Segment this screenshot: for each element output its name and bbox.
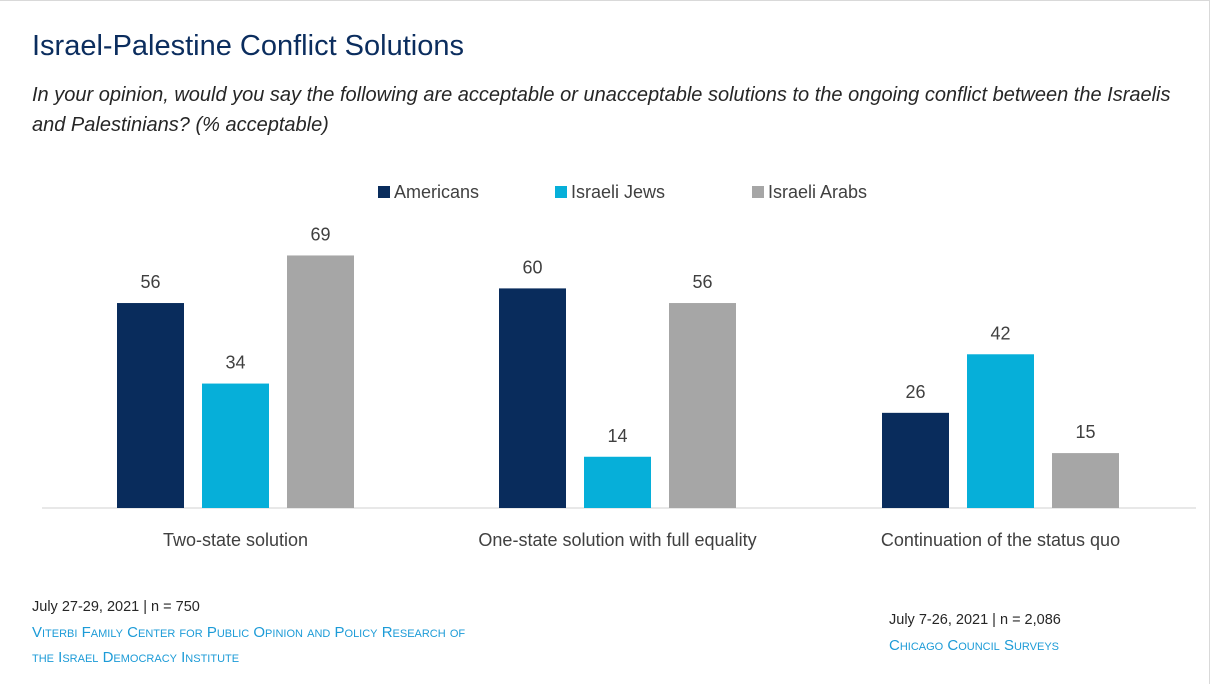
legend-label-israeli-jews: Israeli Jews — [571, 182, 665, 202]
source-left-date: July 27-29, 2021 | n = 750 — [32, 599, 200, 615]
category-label-one-state-solution-with-full-equality: One-state solution with full equality — [478, 530, 756, 550]
value-label-israeli-jews-continuation-of-the-status-quo: 42 — [990, 323, 1010, 343]
value-label-israeli-jews-one-state-solution-with-full-equality: 14 — [607, 426, 627, 446]
source-right-org: Chicago Council Surveys — [889, 637, 1059, 654]
value-label-israeli-jews-two-state-solution: 34 — [225, 353, 245, 373]
bar-israeli-jews-two-state-solution — [202, 383, 269, 508]
value-label-israeli-arabs-one-state-solution-with-full-equality: 56 — [692, 272, 712, 292]
source-left: July 27-29, 2021 | n = 750 Viterbi Famil… — [32, 595, 465, 670]
bar-israeli-arabs-continuation-of-the-status-quo — [1052, 453, 1119, 508]
category-label-two-state-solution: Two-state solution — [163, 530, 308, 550]
value-label-israeli-arabs-continuation-of-the-status-quo: 15 — [1075, 422, 1095, 442]
source-right: July 7-26, 2021 | n = 2,086 Chicago Coun… — [889, 608, 1061, 658]
source-left-org-line1: Viterbi Family Center for Public Opinion… — [32, 624, 466, 641]
legend-swatch-israeli-jews — [555, 186, 567, 198]
source-left-org-line2: the Israel Democracy Institute — [32, 649, 240, 666]
bar-israeli-jews-one-state-solution-with-full-equality — [584, 456, 651, 508]
bar-israeli-jews-continuation-of-the-status-quo — [967, 354, 1034, 508]
source-right-date: July 7-26, 2021 | n = 2,086 — [889, 612, 1061, 628]
bar-americans-two-state-solution — [117, 303, 184, 508]
value-label-americans-continuation-of-the-status-quo: 26 — [905, 382, 925, 402]
bar-americans-one-state-solution-with-full-equality — [499, 288, 566, 508]
bar-americans-continuation-of-the-status-quo — [882, 412, 949, 508]
chart-title: Israel-Palestine Conflict Solutions — [32, 30, 464, 62]
value-label-americans-one-state-solution-with-full-equality: 60 — [522, 257, 542, 277]
bar-israeli-arabs-one-state-solution-with-full-equality — [669, 303, 736, 508]
chart-subtitle: In your opinion, would you say the follo… — [32, 84, 1171, 136]
value-label-americans-two-state-solution: 56 — [140, 272, 160, 292]
category-label-continuation-of-the-status-quo: Continuation of the status quo — [881, 530, 1120, 550]
bar-israeli-arabs-two-state-solution — [287, 255, 354, 508]
legend-swatch-americans — [378, 186, 390, 198]
legend-label-israeli-arabs: Israeli Arabs — [768, 182, 867, 202]
legend-label-americans: Americans — [394, 182, 479, 202]
legend-swatch-israeli-arabs — [752, 186, 764, 198]
value-label-israeli-arabs-two-state-solution: 69 — [310, 224, 330, 244]
